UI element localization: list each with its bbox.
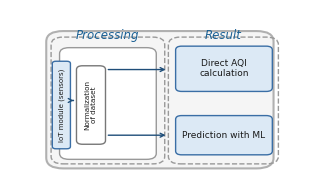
Text: Processing: Processing: [76, 29, 140, 42]
FancyBboxPatch shape: [52, 61, 71, 149]
Text: Normalization
of dataset: Normalization of dataset: [85, 80, 97, 130]
FancyBboxPatch shape: [76, 66, 105, 144]
Text: Result: Result: [205, 29, 242, 42]
Text: Direct AQI
calculation: Direct AQI calculation: [199, 59, 249, 78]
FancyBboxPatch shape: [176, 46, 272, 91]
Text: Prediction with ML: Prediction with ML: [183, 131, 266, 140]
FancyBboxPatch shape: [60, 48, 156, 159]
Text: IoT module (sensors): IoT module (sensors): [58, 68, 65, 142]
FancyBboxPatch shape: [176, 116, 272, 155]
FancyBboxPatch shape: [46, 31, 274, 168]
